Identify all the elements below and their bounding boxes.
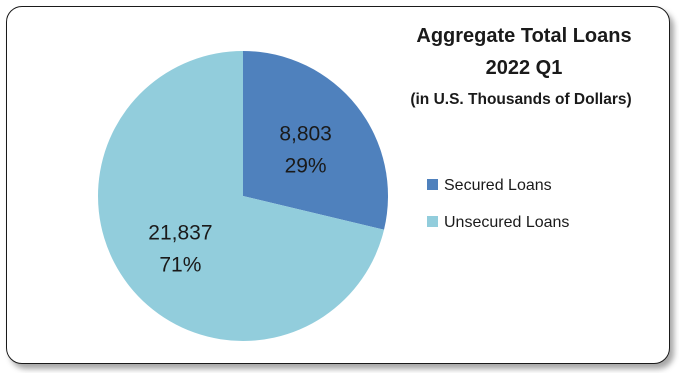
pie-slice-labels: 8,803 29% 21,837 71% (148, 123, 332, 277)
slice-value-label-unsecured-loans: 21,837 (148, 221, 212, 244)
chart-title-unit: (in U.S. Thousands of Dollars) (410, 91, 631, 108)
pie-slice-secured-loans (243, 51, 388, 230)
pie-slice-unsecured-loans (98, 51, 385, 341)
legend: Secured Loans Unsecured Loans (427, 177, 569, 231)
legend-swatch-secured-loans (427, 179, 438, 190)
chart-title-period: 2022 Q1 (486, 57, 563, 79)
chart-title: Aggregate Total Loans 2022 Q1 (in U.S. T… (410, 25, 631, 108)
slice-percent-label-unsecured-loans: 71% (159, 253, 201, 276)
chart-title-main: Aggregate Total Loans (416, 25, 631, 47)
pie-slices (98, 51, 388, 341)
legend-label-secured-loans: Secured Loans (444, 177, 552, 194)
slice-percent-label-secured-loans: 29% (285, 155, 327, 178)
legend-label-unsecured-loans: Unsecured Loans (444, 214, 569, 231)
legend-swatch-unsecured-loans (427, 216, 438, 227)
slice-value-label-secured-loans: 8,803 (279, 123, 332, 146)
